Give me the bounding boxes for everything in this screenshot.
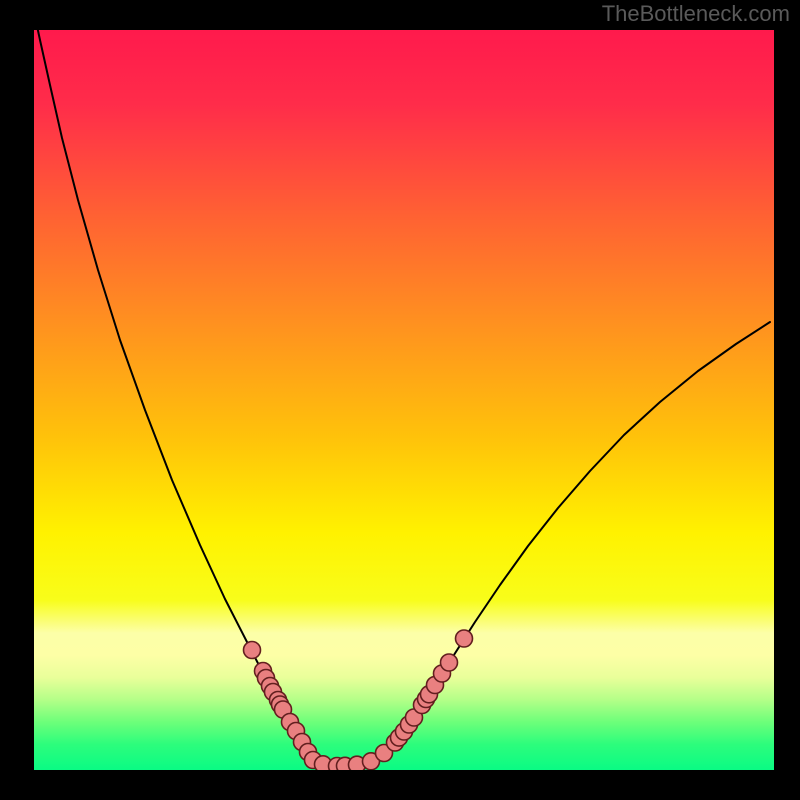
data-marker [441, 654, 458, 671]
chart-container: TheBottleneck.com [0, 0, 800, 800]
data-marker [244, 642, 261, 659]
watermark-text: TheBottleneck.com [602, 1, 790, 27]
data-marker [456, 630, 473, 647]
chart-svg [0, 0, 800, 800]
